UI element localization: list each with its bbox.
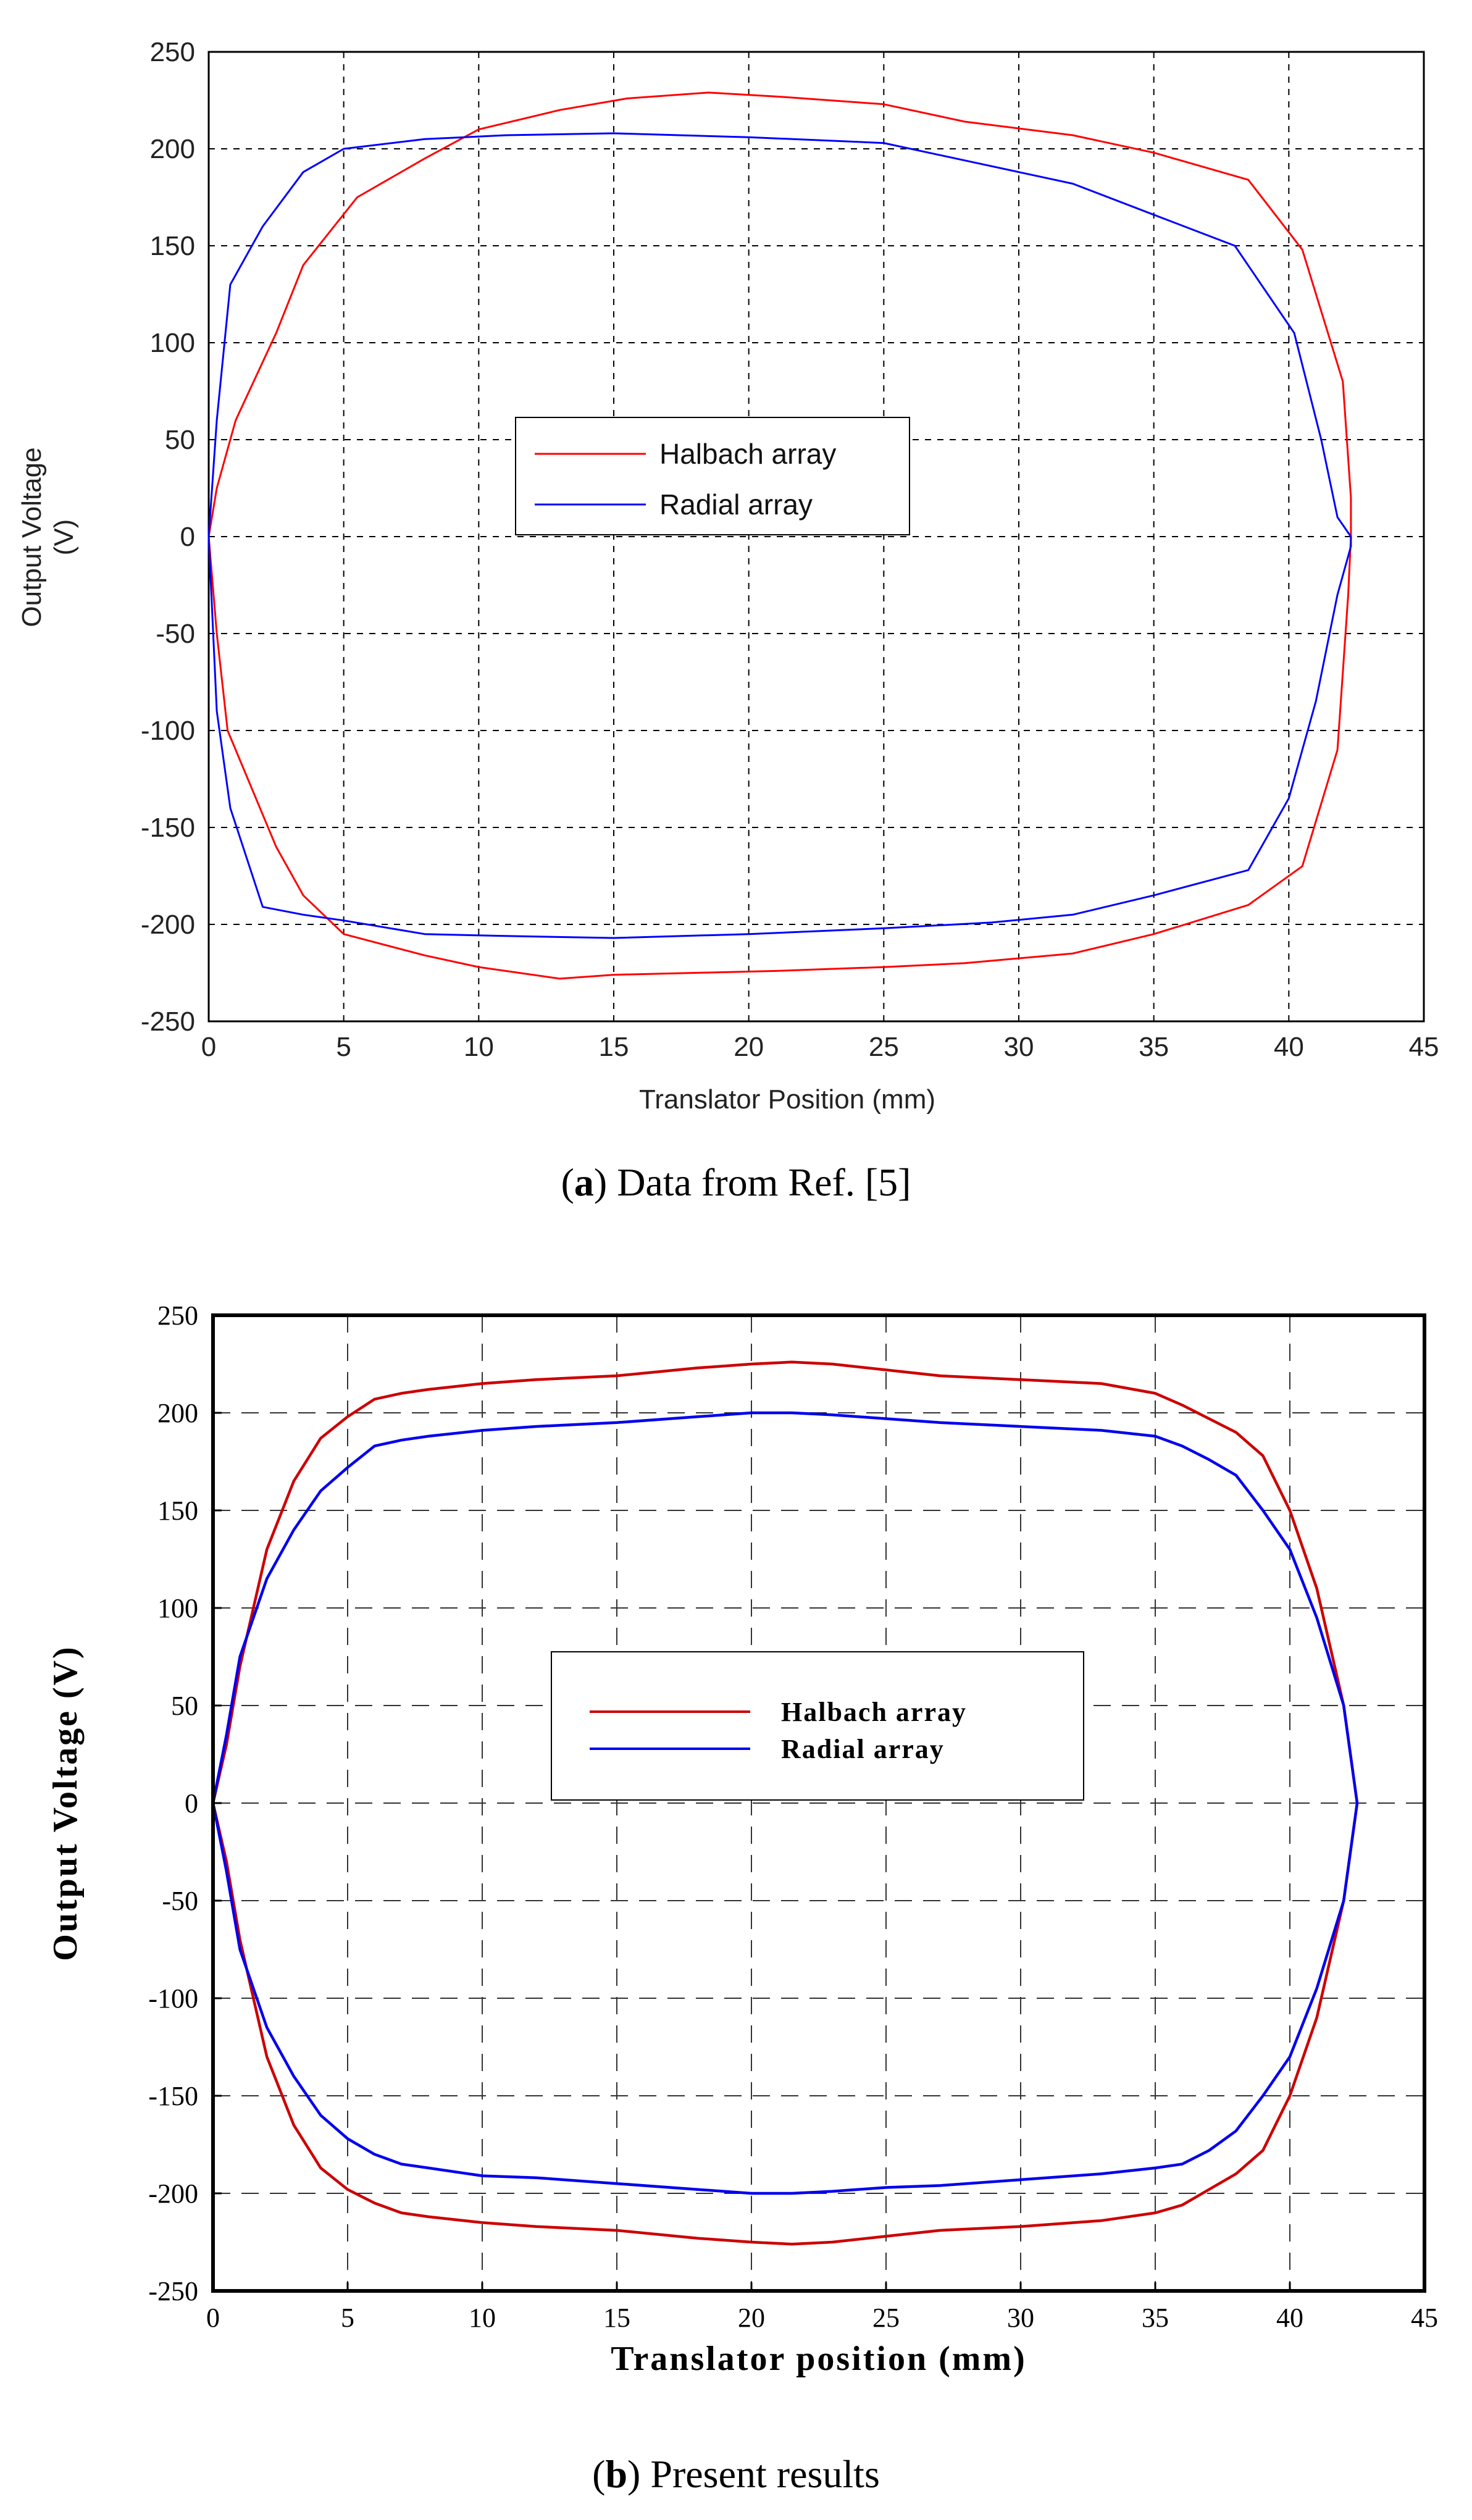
chart-b-y-tick-label: 200 <box>157 1398 198 1428</box>
chart-a-y-tick-label: -250 <box>141 1007 195 1037</box>
chart-b-y-tick-label: -150 <box>148 2081 198 2111</box>
chart-a-x-tick-label: 5 <box>336 1032 351 1062</box>
chart-a-grid <box>209 52 1424 1021</box>
chart-b-series-radial <box>211 1411 1359 2195</box>
chart-b-y-tick-label: 0 <box>185 1788 198 1819</box>
chart-b-x-tick-label: 20 <box>738 2303 765 2333</box>
chart-a-series <box>207 91 1352 980</box>
chart-b-x-tick-label: 35 <box>1142 2303 1169 2333</box>
chart-b-legend-box <box>551 1651 1084 1801</box>
chart-a-y-label-line1: Output Voltage <box>17 447 47 627</box>
chart-a-y-tick-label: -200 <box>141 910 195 940</box>
chart-a-y-tick-label: 250 <box>150 37 195 67</box>
chart-a: 0 5 10 15 20 25 30 35 40 45 250 200 150 100 50 0 -50 -100… <box>17 37 1439 1204</box>
chart-b: 0 5 10 15 20 25 30 35 40 45 250 200 150 100 50 0 -50 -100… <box>46 1300 1438 2496</box>
chart-a-y-label-line2: (V) <box>49 519 79 556</box>
chart-b-y-tick-label: -100 <box>148 1983 198 2014</box>
chart-a-legend-label-radial: Radial array <box>659 488 813 521</box>
chart-a-y-tick-label: 100 <box>150 328 195 358</box>
chart-b-x-tick-label: 40 <box>1276 2303 1303 2333</box>
chart-b-x-tick-label: 25 <box>872 2303 900 2333</box>
chart-a-x-tick-label: 25 <box>869 1032 899 1062</box>
chart-a-ticks: 0 5 10 15 20 25 30 35 40 45 250 200 150 100 50 0 -50 -100… <box>141 37 1439 1062</box>
chart-a-y-tick-label: -50 <box>156 619 195 649</box>
chart-a-x-tick-label: 45 <box>1409 1032 1439 1062</box>
chart-b-x-tick-label: 5 <box>341 2303 354 2333</box>
chart-b-legend-label-halbach: Halbach array <box>781 1697 967 1727</box>
chart-b-y-tick-label: -50 <box>162 1886 198 1916</box>
chart-b-ticks: 0 5 10 15 20 25 30 35 40 45 250 200 150 100 50 0 -50 -100… <box>148 1300 1438 2333</box>
chart-b-legend: Halbach array Radial array <box>551 1651 1084 1801</box>
chart-a-y-tick-label: -150 <box>141 813 195 843</box>
chart-b-x-tick-label: 0 <box>206 2303 220 2333</box>
chart-a-x-tick-label: 10 <box>464 1032 494 1062</box>
chart-a-legend-label-halbach: Halbach array <box>659 438 836 470</box>
chart-b-series <box>211 1360 1359 2246</box>
chart-a-caption: (a) Data from Ref. [5] <box>561 1160 911 1204</box>
chart-a-y-tick-label: 0 <box>180 522 195 552</box>
chart-a-caption-letter: a <box>574 1160 594 1204</box>
chart-a-x-tick-label: 35 <box>1139 1032 1169 1062</box>
chart-b-y-tick-label: 150 <box>157 1496 198 1526</box>
chart-b-y-tick-label: -250 <box>148 2276 198 2306</box>
chart-b-legend-label-radial: Radial array <box>781 1734 945 1764</box>
chart-b-y-tick-label: -200 <box>148 2179 198 2209</box>
chart-a-y-tick-label: 150 <box>150 231 195 261</box>
chart-a-x-tick-label: 40 <box>1274 1032 1304 1062</box>
chart-a-legend: Halbach array Radial array <box>515 417 910 535</box>
chart-b-grid <box>213 1315 1424 2291</box>
chart-a-y-tick-label: -100 <box>141 716 195 746</box>
chart-b-x-tick-label: 15 <box>603 2303 630 2333</box>
chart-b-caption-letter: b <box>605 2452 627 2496</box>
chart-a-y-tick-label: 50 <box>165 425 195 455</box>
chart-a-x-tick-label: 15 <box>599 1032 629 1062</box>
chart-a-x-tick-label: 20 <box>734 1032 764 1062</box>
chart-b-x-tick-label: 45 <box>1411 2303 1438 2333</box>
chart-b-x-label: Translator position (mm) <box>611 2340 1026 2378</box>
chart-b-caption-text: Present results <box>650 2452 880 2496</box>
chart-b-x-tick-label: 30 <box>1007 2303 1034 2333</box>
chart-b-y-tick-label: 50 <box>171 1691 198 1721</box>
chart-b-caption: (b) Present results <box>592 2452 880 2496</box>
chart-a-caption-text: Data from Ref. [5] <box>617 1160 911 1204</box>
chart-b-y-tick-label: 250 <box>157 1300 198 1331</box>
chart-a-legend-box <box>515 417 910 535</box>
chart-b-x-tick-label: 10 <box>469 2303 496 2333</box>
chart-b-y-label: Output Voltage (V) <box>46 1645 85 1961</box>
chart-a-x-tick-label: 0 <box>201 1032 216 1062</box>
chart-a-x-label: Translator Position (mm) <box>639 1084 935 1115</box>
chart-a-x-tick-label: 30 <box>1004 1032 1034 1062</box>
chart-a-y-tick-label: 200 <box>150 134 195 164</box>
chart-b-y-tick-label: 100 <box>157 1593 198 1623</box>
chart-a-series-radial <box>207 132 1352 939</box>
